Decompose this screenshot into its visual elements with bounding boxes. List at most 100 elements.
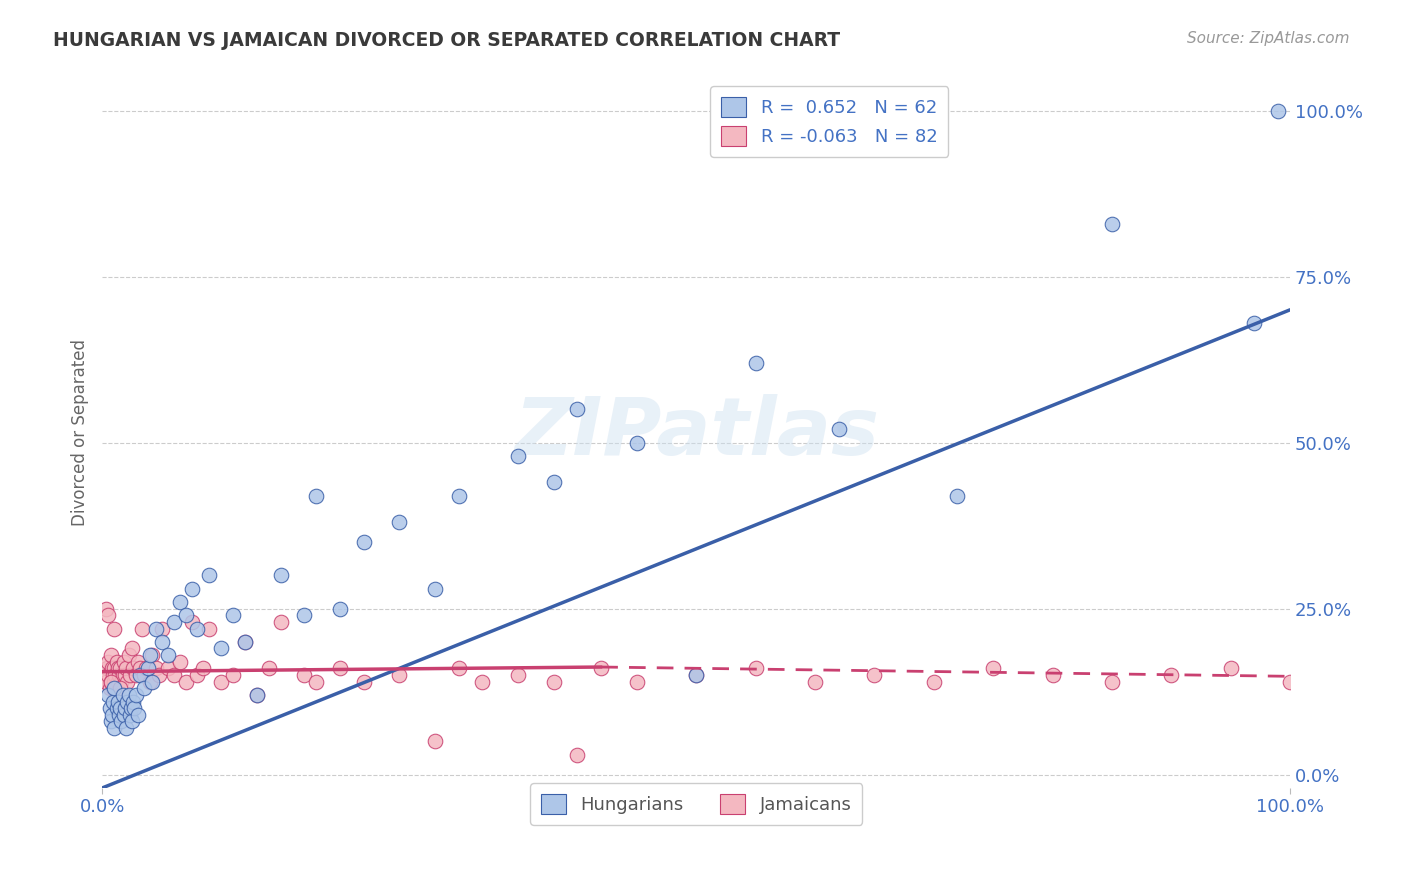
Point <box>1267 103 1289 118</box>
Point <box>132 668 155 682</box>
Point <box>209 641 232 656</box>
Point <box>111 688 134 702</box>
Point <box>423 582 446 596</box>
Point <box>922 674 945 689</box>
Point <box>163 668 186 682</box>
Point <box>107 674 129 689</box>
Point <box>105 655 128 669</box>
Point <box>305 674 328 689</box>
Point <box>186 622 208 636</box>
Point <box>96 661 118 675</box>
Point <box>626 435 648 450</box>
Point <box>292 608 315 623</box>
Point <box>145 622 167 636</box>
Point <box>1101 674 1123 689</box>
Point <box>132 681 155 696</box>
Point <box>685 668 707 682</box>
Point <box>100 674 122 689</box>
Point <box>222 668 245 682</box>
Point <box>118 707 141 722</box>
Point <box>118 668 141 682</box>
Point <box>471 674 494 689</box>
Point <box>353 535 375 549</box>
Point <box>129 661 152 675</box>
Point <box>388 668 411 682</box>
Point <box>1243 316 1265 330</box>
Point <box>101 681 124 696</box>
Point <box>186 668 208 682</box>
Point <box>127 707 149 722</box>
Point <box>103 721 125 735</box>
Point <box>174 608 197 623</box>
Point <box>97 655 120 669</box>
Point <box>145 661 167 675</box>
Point <box>626 674 648 689</box>
Point <box>97 668 120 682</box>
Point <box>117 688 139 702</box>
Point <box>246 688 269 702</box>
Point <box>506 668 529 682</box>
Point <box>136 661 159 675</box>
Point <box>180 615 202 629</box>
Point <box>110 681 132 696</box>
Point <box>946 489 969 503</box>
Point <box>233 635 256 649</box>
Point <box>233 635 256 649</box>
Point <box>122 694 145 708</box>
Point <box>100 648 122 662</box>
Point <box>94 674 117 689</box>
Point <box>124 701 146 715</box>
Point <box>156 661 179 675</box>
Point <box>112 655 135 669</box>
Point <box>100 714 122 729</box>
Point <box>447 661 470 675</box>
Point <box>108 668 131 682</box>
Point <box>114 701 136 715</box>
Point <box>174 674 197 689</box>
Point <box>98 701 121 715</box>
Point <box>110 661 132 675</box>
Legend: Hungarians, Jamaicans: Hungarians, Jamaicans <box>530 783 862 825</box>
Point <box>100 674 122 689</box>
Point <box>111 668 134 682</box>
Point <box>388 516 411 530</box>
Point <box>685 668 707 682</box>
Point <box>1042 668 1064 682</box>
Point <box>121 714 143 729</box>
Point <box>107 694 129 708</box>
Point <box>543 475 565 490</box>
Point <box>135 661 157 675</box>
Point <box>804 674 827 689</box>
Point <box>103 661 125 675</box>
Point <box>141 648 163 662</box>
Point <box>1160 668 1182 682</box>
Point <box>117 694 139 708</box>
Point <box>112 707 135 722</box>
Point <box>105 701 128 715</box>
Point <box>101 661 124 675</box>
Point <box>1101 217 1123 231</box>
Point <box>222 608 245 623</box>
Point <box>193 661 215 675</box>
Point <box>139 648 162 662</box>
Point <box>101 668 124 682</box>
Point <box>150 622 173 636</box>
Point <box>257 661 280 675</box>
Point <box>423 734 446 748</box>
Point <box>744 356 766 370</box>
Point <box>180 582 202 596</box>
Point <box>1219 661 1241 675</box>
Point <box>120 701 142 715</box>
Point <box>103 681 125 696</box>
Point <box>506 449 529 463</box>
Point <box>103 674 125 689</box>
Point <box>1279 674 1302 689</box>
Point <box>828 422 851 436</box>
Point <box>163 615 186 629</box>
Point <box>209 674 232 689</box>
Text: ZIPatlas: ZIPatlas <box>513 393 879 472</box>
Point <box>104 668 127 682</box>
Point <box>198 622 221 636</box>
Point <box>101 694 124 708</box>
Point <box>863 668 886 682</box>
